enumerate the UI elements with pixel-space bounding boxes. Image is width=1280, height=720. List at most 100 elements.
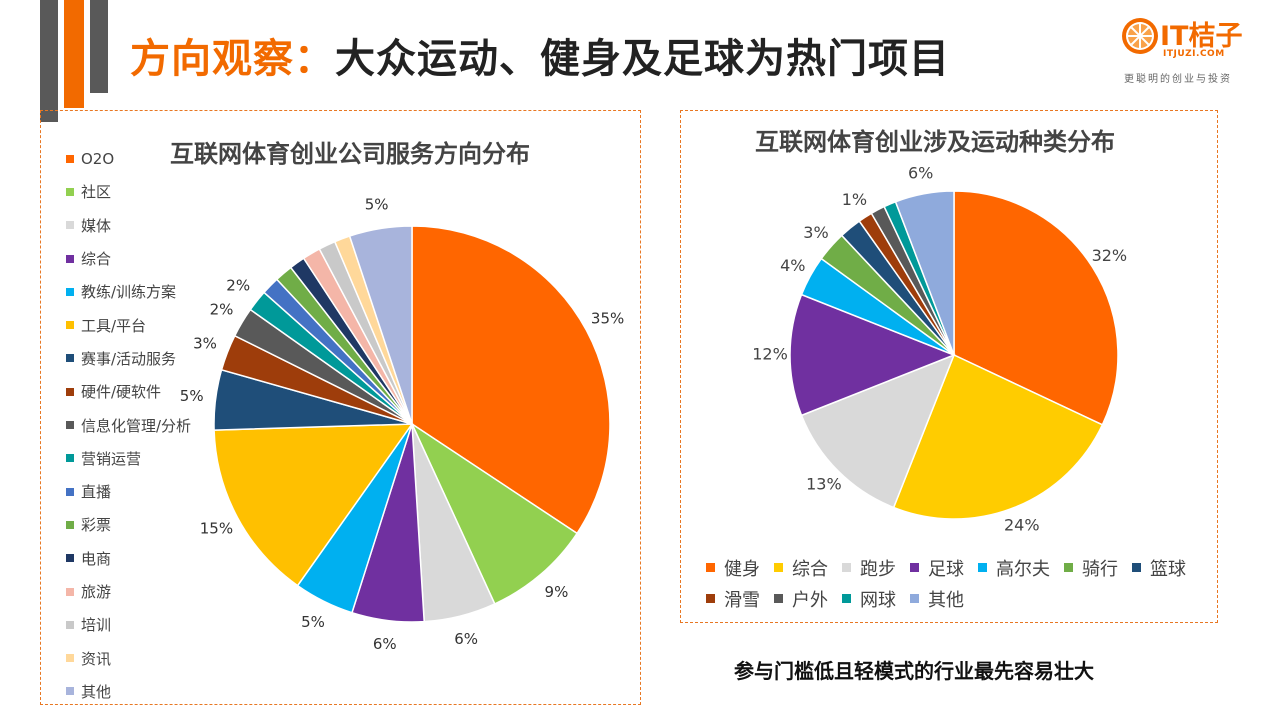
legend-item: 跑步 [842, 552, 896, 583]
legend-item: 培训 [66, 608, 191, 641]
orange-slice-icon [1122, 18, 1158, 54]
legend-label: 滑雪 [724, 589, 760, 611]
legend-label: 其他 [81, 682, 112, 701]
legend-swatch [978, 563, 987, 572]
logo: IT桔子 ITJUZI.COM 更聪明的创业与投资 [1120, 12, 1260, 92]
logo-name: IT桔子 [1160, 21, 1243, 52]
legend-item: 电商 [66, 542, 191, 575]
right-chart-title: 互联网体育创业涉及运动种类分布 [755, 128, 1115, 156]
pie-slice [894, 190, 955, 356]
legend-item: 综合 [66, 242, 191, 275]
legend-swatch [66, 587, 74, 596]
legend-item: 媒体 [66, 209, 191, 242]
pie-slice [892, 353, 1104, 520]
legend-swatch [66, 221, 74, 230]
legend-swatch [66, 254, 74, 263]
legend-label: 电商 [81, 549, 112, 568]
slice-data-label: 5% [301, 613, 325, 631]
right-chart-legend: 健身 综合 跑步 足球 高尔夫 骑行 篮球滑雪 户外 网球 其他 [706, 552, 1206, 614]
legend-label: 综合 [792, 558, 828, 580]
legend-swatch [842, 563, 851, 572]
legend-item: 网球 [842, 583, 896, 614]
legend-label: 教练/训练方案 [81, 283, 177, 302]
legend-label: 硬件/硬软件 [81, 383, 162, 402]
slice-data-label: 1% [842, 190, 867, 209]
legend-label: 直播 [81, 483, 112, 502]
pie-slice [800, 353, 956, 509]
pie-slice [348, 225, 413, 425]
legend-label: 信息化管理/分析 [81, 416, 192, 435]
title-main: 大众运动、健身及足球为热门项目 [335, 36, 950, 82]
slice-data-label: 3% [803, 223, 828, 242]
legend-item: 教练/训练方案 [66, 275, 191, 308]
legend-item: 旅游 [66, 575, 191, 608]
legend-item: 资讯 [66, 641, 191, 674]
legend-label: 跑步 [860, 558, 896, 580]
legend-swatch [66, 354, 74, 363]
legend-item: 工具/平台 [66, 308, 191, 341]
legend-label: O2O [81, 149, 115, 168]
pie-slice [410, 421, 579, 605]
legend-item: 高尔夫 [978, 552, 1050, 583]
legend-label: 骑行 [1082, 558, 1118, 580]
slice-data-label: 6% [454, 630, 478, 648]
slice-data-label: 24% [1004, 516, 1040, 535]
slice-data-label: 5% [180, 387, 204, 405]
slice-data-label: 35% [591, 309, 624, 327]
legend-swatch [842, 594, 851, 603]
slice-data-label: 6% [373, 635, 397, 653]
slice-data-label: 4% [780, 256, 805, 275]
slice-data-label: 13% [806, 475, 842, 494]
slice-data-label: 6% [908, 164, 933, 183]
legend-swatch [66, 287, 74, 296]
pie-slice [953, 190, 1119, 426]
slice-data-label: 5% [365, 195, 389, 213]
decor-bar-right [90, 0, 108, 93]
legend-item: O2O [66, 142, 191, 175]
legend-swatch [66, 154, 74, 163]
legend-swatch [66, 387, 74, 396]
legend-item: 其他 [66, 675, 191, 708]
legend-item: 骑行 [1064, 552, 1118, 583]
legend-label: 媒体 [81, 216, 112, 235]
legend-item: 营销运营 [66, 442, 191, 475]
legend-swatch [774, 594, 783, 603]
legend-swatch [66, 421, 74, 430]
legend-swatch [706, 594, 715, 603]
legend-item: 直播 [66, 475, 191, 508]
legend-label: 彩票 [81, 516, 112, 535]
legend-swatch [910, 594, 919, 603]
legend-swatch [774, 563, 783, 572]
decor-bar-left [40, 0, 58, 122]
left-chart-title: 互联网体育创业公司服务方向分布 [170, 140, 530, 168]
legend-item: 健身 [706, 552, 760, 583]
legend-label: 篮球 [1150, 558, 1186, 580]
slice-data-label: 2% [210, 301, 234, 319]
legend-label: 旅游 [81, 583, 112, 601]
slice-data-label: 9% [545, 583, 569, 601]
legend-item: 信息化管理/分析 [66, 408, 191, 441]
legend-label: 资讯 [81, 649, 112, 668]
legend-swatch [66, 487, 74, 496]
left-chart-panel [40, 110, 641, 705]
legend-swatch [66, 454, 74, 463]
logo-slogan: 更聪明的创业与投资 [1124, 74, 1232, 85]
logo-url: ITJUZI.COM [1163, 49, 1225, 59]
legend-label: 足球 [928, 558, 964, 580]
legend-label: 其他 [928, 589, 964, 611]
legend-item: 综合 [774, 552, 828, 583]
legend-label: 工具/平台 [81, 316, 147, 335]
legend-swatch [66, 654, 74, 663]
left-chart-legend: O2O 社区媒体综合教练/训练方案 工具/平台赛事/活动服务 硬件/硬软件信息化管理/… [66, 142, 191, 708]
legend-swatch [1064, 563, 1073, 572]
slice-data-label: 15% [200, 520, 233, 538]
legend-label: 营销运营 [81, 449, 142, 468]
legend-item: 社区 [66, 175, 191, 208]
legend-swatch [66, 620, 74, 629]
pie-slice [789, 293, 957, 417]
legend-label: 赛事/活动服务 [81, 349, 177, 368]
legend-item: 户外 [774, 583, 828, 614]
legend-swatch [66, 520, 74, 529]
